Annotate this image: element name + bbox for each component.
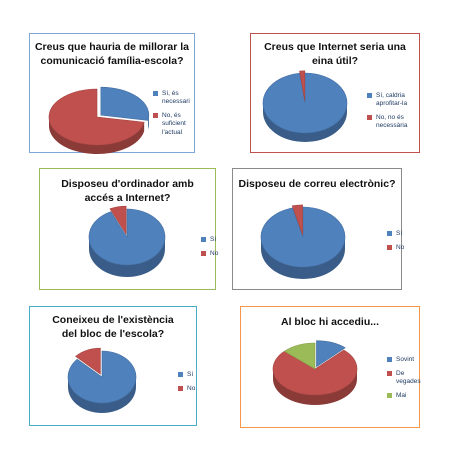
chart-title-1: Creus que hauria de millorar la comunica…	[34, 41, 190, 68]
pie-3-slice-2	[109, 205, 127, 236]
legend-item-2-1: Sí, caldria aprofitar-la	[367, 92, 419, 108]
chart-title-5: Coneixeu de l'existència del bloc de l'e…	[52, 314, 174, 341]
chart-title-6: Al bloc hi accediu...	[280, 316, 380, 328]
pie-chart-5	[67, 347, 137, 413]
legend-swatch-6-3	[387, 393, 392, 399]
legend-label-6-2: De vegades	[396, 370, 421, 386]
pie-chart-1	[48, 86, 150, 154]
legend-3: Sí No	[201, 236, 218, 264]
legend-swatch-2-2	[367, 115, 372, 121]
chart-title-2: Creus que Internet seria una eina útil?	[264, 41, 406, 68]
legend-label-3-2: No	[210, 250, 219, 258]
pie-6-slice-3	[283, 342, 316, 370]
legend-swatch-3-2	[201, 251, 206, 257]
pie-chart-2	[262, 70, 348, 142]
legend-item-5-2: No	[178, 385, 195, 393]
legend-item-2-2: No, no és necessària	[367, 114, 419, 130]
chart-title-4: Disposeu de correu electrònic?	[238, 178, 396, 190]
pie-5-slice-2	[75, 347, 101, 375]
chart-panel-1: Creus que hauria de millorar la comunica…	[29, 33, 195, 154]
pie-chart-3	[88, 205, 166, 277]
pie-4-slice-2	[291, 204, 303, 235]
legend-swatch-4-1	[387, 231, 392, 236]
legend-swatch-1-1	[153, 91, 158, 96]
legend-item-6-3: Mai	[387, 392, 421, 400]
pie-2-slice-1	[262, 72, 348, 134]
legend-6: Sovint De vegades Mai	[387, 356, 421, 407]
pie-chart-4	[260, 204, 346, 279]
legend-label-2-2: No, no és necessària	[376, 114, 408, 130]
legend-label-2-1: Sí, caldria aprofitar-la	[376, 92, 408, 108]
legend-item-6-2: De vegades	[387, 370, 421, 386]
legend-label-6-3: Mai	[396, 392, 407, 400]
legend-label-5-1: Sí	[187, 371, 194, 378]
legend-item-5-1: Sí	[178, 371, 195, 379]
legend-item-3-1: Sí	[201, 236, 218, 244]
pie-1-slice-2-side	[49, 117, 145, 154]
legend-label-1-2: No, és suficient l'actual	[162, 112, 186, 136]
pie-6-slice-2-side	[273, 369, 357, 405]
legend-2: Sí, caldria aprofitar-la No, no és neces…	[367, 92, 419, 137]
pie-5-slice-1-side	[68, 377, 136, 413]
legend-swatch-5-2	[178, 386, 183, 392]
legend-swatch-1-2	[153, 113, 158, 119]
pie-3-slice-1	[88, 208, 166, 266]
chart-panel-6: Al bloc hi accediu... Sovint De vegades …	[240, 306, 421, 428]
legend-item-4-2: No	[387, 244, 404, 252]
legend-swatch-4-2	[387, 245, 392, 251]
legend-swatch-6-2	[387, 371, 392, 377]
chart-title-3: Disposeu d'ordinador amb accés a Interne…	[61, 178, 194, 205]
pie-3-slice-1-side	[89, 237, 165, 277]
legend-5: Sí No	[178, 371, 195, 399]
chart-panel-4: Disposeu de correu electrònic? Sí No	[232, 168, 404, 290]
pie-1-slice-1	[100, 86, 150, 121]
legend-item-1-2: No, és suficient l'actual	[153, 112, 194, 136]
pie-chart-6	[272, 340, 358, 405]
legend-label-3-1: Sí	[210, 236, 217, 243]
chart-panel-3: Disposeu d'ordinador amb accés a Interne…	[39, 168, 218, 290]
legend-1: Sí, és necessari No, és suficient l'actu…	[153, 90, 194, 143]
legend-item-4-1: Sí	[387, 230, 404, 238]
legend-item-6-1: Sovint	[387, 356, 421, 364]
pie-2-slice-1-side	[263, 103, 347, 142]
legend-swatch-2-1	[367, 93, 372, 98]
legend-label-4-1: Sí	[396, 230, 403, 237]
legend-label-5-2: No	[187, 385, 196, 393]
legend-item-3-2: No	[201, 250, 218, 258]
legend-swatch-3-1	[201, 237, 206, 242]
legend-label-1-1: Sí, és necessari	[162, 90, 190, 106]
legend-swatch-5-1	[178, 372, 183, 377]
legend-4: Sí No	[387, 230, 404, 258]
legend-label-4-2: No	[396, 244, 405, 252]
pie-2-slice-2	[299, 70, 306, 101]
chart-panel-5: Coneixeu de l'existència del bloc de l'e…	[29, 306, 197, 426]
pie-4-slice-1	[260, 206, 346, 268]
pie-4-slice-1-side	[261, 237, 345, 279]
pie-5-slice-1	[67, 350, 137, 404]
legend-label-6-1: Sovint	[396, 356, 415, 363]
pie-1-slice-2	[48, 88, 145, 146]
pie-6-slice-1	[316, 340, 346, 368]
pie-6-slice-2	[272, 349, 358, 396]
chart-panel-2: Creus que Internet seria una eina útil? …	[250, 33, 420, 153]
legend-swatch-6-1	[387, 357, 392, 362]
legend-item-1-1: Sí, és necessari	[153, 90, 194, 106]
